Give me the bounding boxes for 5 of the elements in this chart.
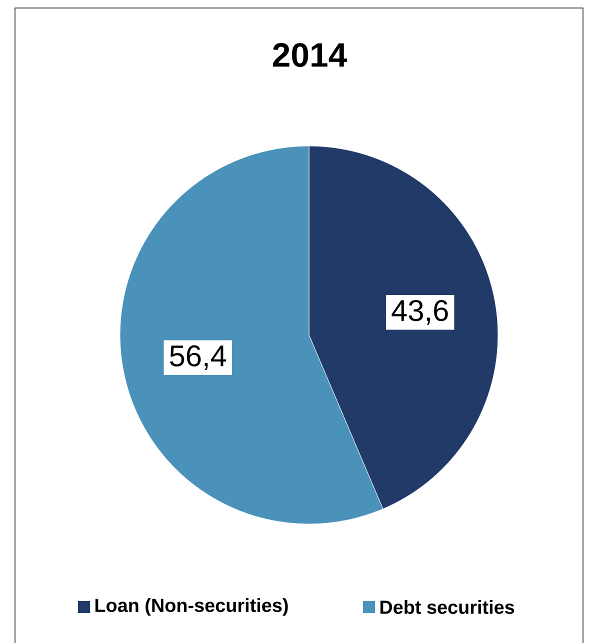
legend-label: Debt securities: [380, 600, 514, 614]
data-label: 43,6: [392, 300, 448, 325]
chart-title: 2014: [272, 43, 347, 67]
legend-label: Loan (Non-securities): [95, 598, 288, 616]
data-label: 56,4: [170, 345, 226, 370]
